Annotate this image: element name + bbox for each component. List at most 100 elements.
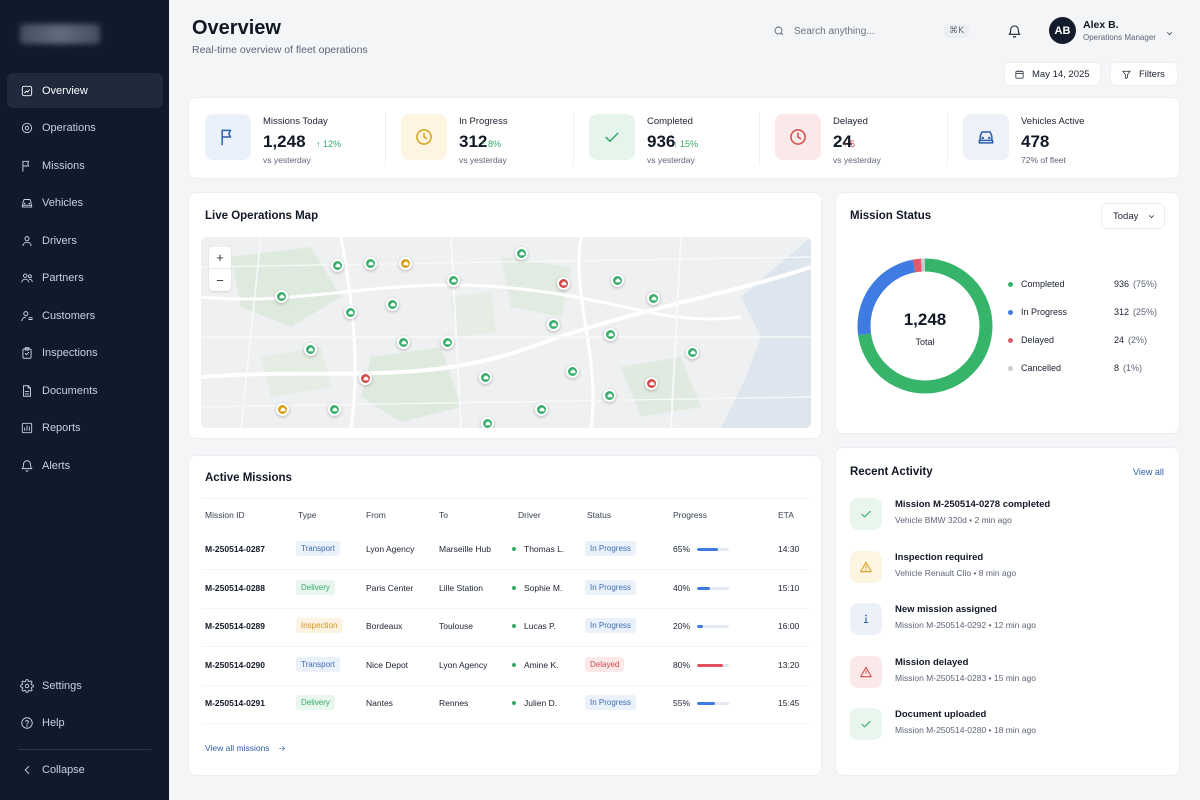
vehicle-marker-green[interactable] (275, 290, 288, 303)
vehicle-marker-green[interactable] (479, 371, 492, 384)
mission-id[interactable]: M-250514-0287 (205, 544, 266, 554)
vehicle-marker-green[interactable] (304, 343, 317, 356)
status-badge: In Progress (585, 695, 636, 710)
mission-driver: Amine K. (524, 659, 559, 670)
table-row[interactable]: M-250514-0287 Transport Lyon Agency Marseil… (189, 532, 823, 570)
sidebar-item-drivers[interactable]: Drivers (7, 223, 163, 258)
donut-segment-in-progress[interactable] (857, 258, 993, 394)
mission-id[interactable]: M-250514-0291 (205, 698, 266, 708)
kpi-label: Missions Today (263, 116, 328, 127)
sidebar-item-documents[interactable]: Documents (7, 373, 163, 408)
donut-segment-cancelled[interactable] (857, 258, 993, 394)
view-all-activity-link[interactable]: View all (1133, 467, 1164, 477)
user-name[interactable]: Alex B. (1083, 19, 1119, 31)
zoom-out-button[interactable]: − (216, 272, 224, 288)
car-icon (390, 302, 395, 307)
vehicle-marker-green[interactable] (397, 336, 410, 349)
column-header-type[interactable]: Type (298, 510, 317, 520)
period-select[interactable]: Today (1101, 203, 1165, 229)
warning-icon (850, 550, 882, 583)
vehicle-marker-green[interactable] (547, 318, 560, 331)
sidebar-item-reports[interactable]: Reports (7, 411, 163, 446)
sidebar-item-help[interactable]: Help (7, 706, 163, 741)
vehicle-marker-green[interactable] (604, 328, 617, 341)
avatar[interactable]: AB (1049, 17, 1076, 44)
activity-item[interactable]: Inspection required Vehicle Renault Clio … (850, 547, 1170, 591)
activity-item[interactable]: Mission delayed Mission M-250514-0283 • 1… (850, 652, 1170, 696)
car-icon (690, 350, 695, 355)
collapse-button[interactable]: Collapse (7, 752, 163, 787)
column-header-from[interactable]: From (366, 510, 386, 520)
kpi-missions-today[interactable]: Missions Today 1,248 ↑ 12% vs yesterday (189, 98, 385, 178)
user-menu-toggle[interactable] (1165, 25, 1175, 36)
vehicle-marker-red[interactable] (359, 372, 372, 385)
active-missions-title: Active Missions (205, 472, 292, 484)
view-all-missions-link[interactable]: View all missions (205, 743, 287, 753)
column-header-to[interactable]: To (439, 510, 448, 520)
date-picker-button[interactable]: May 14, 2025 (1004, 62, 1101, 86)
sidebar-item-label: Inspections (42, 347, 98, 359)
table-divider (201, 498, 809, 499)
sidebar-item-alerts[interactable]: Alerts (7, 448, 163, 483)
mission-id[interactable]: M-250514-0289 (205, 621, 266, 631)
activity-item[interactable]: Document uploaded Mission M-250514-0280 •… (850, 704, 1170, 748)
kpi-label: Vehicles Active (1021, 116, 1085, 127)
vehicle-marker-green[interactable] (344, 306, 357, 319)
activity-item[interactable]: Mission M-250514-0278 completed Vehicle B… (850, 494, 1170, 538)
column-header-driver[interactable]: Driver (518, 510, 541, 520)
vehicle-marker-green[interactable] (647, 292, 660, 305)
vehicle-marker-green[interactable] (331, 259, 344, 272)
column-header-mission-id[interactable]: Mission ID (205, 510, 245, 520)
kpi-delayed[interactable]: Delayed 24 ↑ 5 vs yesterday (759, 98, 947, 178)
sidebar-item-operations[interactable]: Operations (7, 111, 163, 146)
vehicle-marker-yellow[interactable] (276, 403, 289, 416)
sidebar-item-customers[interactable]: Customers (7, 298, 163, 333)
kpi-completed[interactable]: Completed 936 ↑ 15% vs yesterday (573, 98, 759, 178)
vehicle-marker-green[interactable] (603, 389, 616, 402)
table-row[interactable]: M-250514-0290 Transport Nice Depot Lyon Age… (189, 648, 823, 686)
table-row[interactable]: M-250514-0289 Inspection Bordeaux Toulouse L… (189, 609, 823, 647)
sidebar-item-overview[interactable]: Overview (7, 73, 163, 108)
vehicle-marker-green[interactable] (686, 346, 699, 359)
vehicle-marker-green[interactable] (386, 298, 399, 311)
car-icon (539, 407, 544, 412)
vehicle-marker-green[interactable] (447, 274, 460, 287)
row-divider (201, 684, 809, 686)
mission-id[interactable]: M-250514-0288 (205, 582, 266, 593)
kpi-in-progress[interactable]: In Progress 312 ↑ 8% vs yesterday (385, 98, 573, 178)
map-background (201, 237, 811, 428)
sidebar-item-missions[interactable]: Missions (7, 148, 163, 183)
vehicle-marker-red[interactable] (645, 377, 658, 390)
vehicle-marker-green[interactable] (328, 403, 341, 416)
vehicle-marker-green[interactable] (481, 417, 494, 428)
sidebar-item-inspections[interactable]: Inspections (7, 336, 163, 371)
sidebar-item-settings[interactable]: Settings (7, 668, 163, 703)
column-header-eta[interactable]: ETA (778, 510, 794, 520)
vehicle-marker-yellow[interactable] (399, 257, 412, 270)
vehicle-marker-green[interactable] (566, 365, 579, 378)
column-header-progress[interactable]: Progress (673, 510, 708, 520)
search-input[interactable] (794, 25, 934, 37)
operations-map[interactable]: + − (201, 237, 811, 428)
filters-button[interactable]: Filters (1110, 62, 1178, 86)
activity-subtitle: Mission M-250514-0292 • 12 min ago (895, 620, 1036, 630)
table-row[interactable]: M-250514-0291 Delivery Nantes Rennes Julien … (189, 686, 823, 724)
kpi-delta: ↑ 12% (316, 139, 342, 149)
sidebar-item-partners[interactable]: Partners (7, 261, 163, 296)
mission-id[interactable]: M-250514-0290 (205, 659, 266, 670)
vehicle-marker-green[interactable] (441, 336, 454, 349)
vehicle-marker-green[interactable] (611, 274, 624, 287)
legend-item-delayed: Delayed (1008, 333, 1054, 347)
zoom-in-button[interactable]: + (209, 247, 231, 269)
activity-item[interactable]: New mission assigned Mission M-250514-029… (850, 599, 1170, 643)
vehicle-marker-green[interactable] (515, 247, 528, 260)
notifications-button[interactable] (1004, 20, 1024, 42)
column-header-status[interactable]: Status (587, 510, 612, 520)
kpi-vehicles-active[interactable]: Vehicles Active 478 72% of fleet (947, 98, 1179, 178)
sidebar-item-vehicles[interactable]: Vehicles (7, 186, 163, 221)
app-logo[interactable] (20, 24, 100, 44)
vehicle-marker-green[interactable] (364, 257, 377, 270)
vehicle-marker-green[interactable] (535, 403, 548, 416)
table-row[interactable]: M-250514-0288 Delivery Paris Center Lille S… (189, 571, 823, 609)
vehicle-marker-red[interactable] (557, 277, 570, 290)
